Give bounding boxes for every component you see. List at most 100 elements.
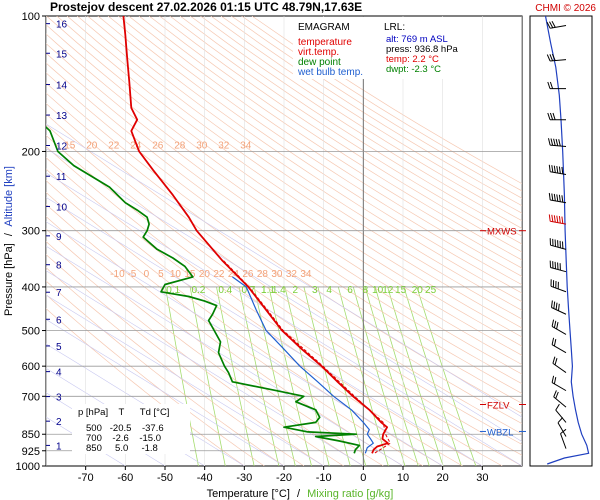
wind-barb-feather: [553, 215, 556, 223]
mixing-ratio-label: 1: [261, 285, 267, 296]
x-tick-label: -10: [316, 472, 332, 484]
wind-barb-feather: [558, 216, 561, 224]
isotherm-diagonal: [46, 123, 522, 418]
x-axis-label-separator: /: [297, 488, 301, 500]
wind-barb-feather: [551, 337, 555, 345]
wind-barb-staff: [550, 59, 567, 62]
wind-barb-feather: [553, 301, 556, 309]
lrl-pressure: press: 936.8 hPa: [386, 44, 459, 55]
wind-barb-feather: [555, 302, 558, 310]
wind-barb-feather: [553, 165, 556, 173]
dry-adiabat-label: 34: [300, 269, 312, 280]
level-markers: MXWS FZLV WBZL: [480, 227, 526, 438]
mixing-ratio-label: 15: [395, 285, 407, 296]
mixing-ratio-label: 4: [326, 285, 332, 296]
altitude-tick-label: 8: [56, 261, 62, 272]
pressure-tick-label: 200: [22, 146, 40, 158]
x-tick-label: -60: [117, 472, 133, 484]
wind-barb-staff: [550, 285, 567, 293]
wind-barb-feather: [553, 390, 557, 398]
dry-adiabat-label: 32: [286, 269, 298, 280]
level-table: p [hPa] T Td [°C] 500 -20.5 -37.6 700 -2…: [72, 404, 190, 454]
altitude-tick-label: 15: [56, 49, 68, 60]
wind-barb-feather: [555, 391, 559, 399]
dry-adiabat: [66, 16, 522, 329]
dry-adiabat: [231, 16, 522, 199]
dry-adiabat: [77, 16, 522, 320]
wind-barb-feather: [558, 303, 560, 311]
series-virt-temp-line: [223, 260, 391, 454]
altitude-tick-label: 16: [56, 20, 68, 31]
copyright-label: CHMI © 2026: [535, 3, 596, 14]
dry-adiabat: [46, 72, 522, 404]
wind-barb-staff: [551, 307, 567, 315]
wind-barb-feather: [558, 194, 561, 202]
mixing-ratio-label: 20: [412, 285, 424, 296]
wind-barb-feather: [551, 300, 553, 308]
y-axis-label-separator: /: [3, 232, 15, 236]
x-axis-ticks: -70 -60 -50 -40 -30 -20 -10 0 10 20 30: [78, 466, 488, 484]
legend-item-dew-point: dew point: [298, 57, 341, 68]
dry-adiabat: [46, 62, 522, 394]
dry-adiabat: [46, 102, 522, 435]
altitude-tick-label: 2: [56, 417, 62, 428]
pressure-tick-label: 925: [22, 446, 40, 458]
x-tick-label: 30: [476, 472, 488, 484]
wind-barb-feather: [553, 376, 557, 385]
altitude-tick-label: 9: [56, 232, 62, 243]
x-tick-label: -30: [236, 472, 252, 484]
wind-panel: [529, 15, 593, 467]
wind-barb-staff: [550, 267, 567, 273]
lrl-temperature: temp: 2.2 °C: [386, 54, 439, 65]
wind-barb-staff: [555, 409, 567, 423]
dry-adiabat: [46, 52, 522, 385]
dry-adiabat-label: 30: [271, 269, 283, 280]
adiabat-and-mixing-ratio-labels: 0.1 0.2 0.4 0.7 11.11.4 2 3 4 6 8 10 12 15 20 25-10 -5 0…: [64, 141, 436, 297]
dry-adiabat: [128, 16, 522, 277]
wind-barb-feather: [556, 194, 559, 202]
dry-adiabat-label: 0: [144, 269, 150, 280]
wind-barb-feather: [558, 139, 561, 147]
wind-barb-feather: [551, 214, 554, 222]
dry-adiabat-label-upper: 28: [174, 141, 186, 152]
legend-box: [293, 17, 378, 79]
pressure-tick-label: 100: [22, 11, 40, 23]
wind-barb-feather: [561, 166, 564, 174]
dry-adiabat: [46, 92, 522, 425]
wind-barb-feather: [551, 53, 556, 61]
wind-barb-feather: [547, 112, 551, 120]
dry-adiabat: [200, 16, 522, 222]
dry-adiabat-label: 28: [257, 269, 269, 280]
x-axis-title: Temperature [°C] / Mixing ratio [g/kg]: [207, 488, 394, 500]
marker-label-wbzl: WBZL: [487, 427, 513, 438]
dry-adiabat: [46, 24, 522, 356]
pressure-axis-ticks: 100 200 300 400 500 600 700 850 925 1000: [16, 11, 46, 473]
wind-barb-feather: [561, 216, 564, 224]
altitude-tick-label: 4: [56, 368, 62, 379]
mixing-ratio-label: 1.4: [272, 285, 286, 296]
wind-barb-feather: [550, 138, 554, 146]
series-wet-bulb-temp-line: [232, 276, 374, 454]
pressure-tick-label: 1000: [16, 461, 40, 473]
wind-barb-feather: [549, 112, 554, 120]
wind-barb-feather: [555, 138, 559, 146]
altitude-tick-label: 14: [56, 81, 68, 92]
mixing-ratio-label: 0.2: [191, 285, 205, 296]
wind-barb-feather: [547, 81, 551, 89]
wind-barb-staff: [560, 433, 567, 449]
dry-adiabat: [148, 16, 522, 261]
legend-title: EMAGRAM: [298, 22, 350, 33]
x-tick-label: 20: [437, 472, 449, 484]
wind-barb-feather: [552, 112, 556, 120]
x-tick-label: -40: [197, 472, 213, 484]
wind-barb-feather: [548, 214, 551, 222]
wind-barb-staff: [551, 325, 567, 335]
wind-barb-feather: [548, 164, 551, 172]
dry-adiabat: [46, 43, 522, 375]
wind-barb-feather: [556, 166, 559, 174]
pressure-tick-label: 700: [22, 391, 40, 403]
pressure-tick-label: 600: [22, 361, 40, 373]
dry-adiabat-label-upper: 22: [108, 141, 120, 152]
